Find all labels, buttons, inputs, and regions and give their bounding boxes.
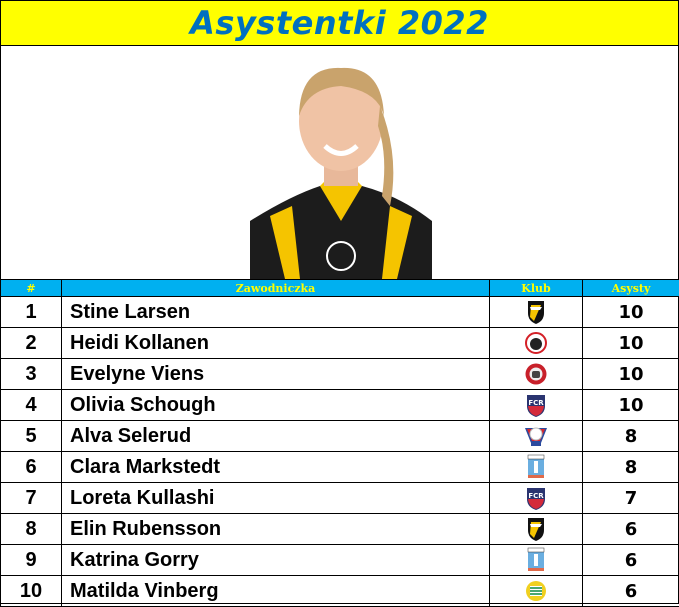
club-cell xyxy=(490,297,583,328)
page-title: Asystentki 2022 xyxy=(1,1,678,46)
assists-cell: 10 xyxy=(583,328,679,359)
assists-table: # Zawodniczka Klub Asysty 1 Stine Larsen… xyxy=(0,279,679,607)
rank-cell: 3 xyxy=(1,359,62,390)
assists-cell: 10 xyxy=(583,359,679,390)
assists-cell: 6 xyxy=(583,514,679,545)
vaxjo-crest-icon xyxy=(525,548,547,570)
table-row: 7 Loreta Kullashi FCR 7 xyxy=(1,483,679,514)
player-name: Clara Markstedt xyxy=(62,452,490,483)
assists-cell: 6 xyxy=(583,576,679,607)
rank-cell: 1 xyxy=(1,297,62,328)
rank-cell: 6 xyxy=(1,452,62,483)
vaxjo-crest-icon xyxy=(525,455,547,477)
table-row: 3 Evelyne Viens 10 xyxy=(1,359,679,390)
club-cell xyxy=(490,328,583,359)
svg-text:FCR: FCR xyxy=(528,492,544,500)
table-header: # Zawodniczka Klub Asysty xyxy=(1,280,679,297)
club-cell xyxy=(490,452,583,483)
player-name: Stine Larsen xyxy=(62,297,490,328)
club-cell xyxy=(490,545,583,576)
hammarby-crest-icon xyxy=(525,579,547,601)
hacken-crest-icon xyxy=(525,517,547,539)
linkoping-crest-icon xyxy=(525,424,547,446)
fc-rosengard-crest-icon: FCR xyxy=(525,486,547,508)
header-assists: Asysty xyxy=(583,280,679,297)
rank-cell: 4 xyxy=(1,390,62,421)
club-cell xyxy=(490,514,583,545)
table-row: 4 Olivia Schough FCR 10 xyxy=(1,390,679,421)
header-player: Zawodniczka xyxy=(62,280,490,297)
kif-orebro-crest-icon xyxy=(525,331,547,353)
player-name: Heidi Kollanen xyxy=(62,328,490,359)
header-club: Klub xyxy=(490,280,583,297)
club-cell: FCR xyxy=(490,390,583,421)
club-cell xyxy=(490,576,583,607)
club-cell xyxy=(490,421,583,452)
table-row: 8 Elin Rubensson 6 xyxy=(1,514,679,545)
assists-cell: 8 xyxy=(583,421,679,452)
player-name: Evelyne Viens xyxy=(62,359,490,390)
assists-cell: 8 xyxy=(583,452,679,483)
club-cell: FCR xyxy=(490,483,583,514)
player-name: Matilda Vinberg xyxy=(62,576,490,607)
player-name: Katrina Gorry xyxy=(62,545,490,576)
player-name: Loreta Kullashi xyxy=(62,483,490,514)
hacken-crest-icon xyxy=(525,300,547,322)
table-row: 5 Alva Selerud 8 xyxy=(1,421,679,452)
player-name: Alva Selerud xyxy=(62,421,490,452)
assists-cell: 7 xyxy=(583,483,679,514)
table-row: 6 Clara Markstedt 8 xyxy=(1,452,679,483)
rank-cell: 7 xyxy=(1,483,62,514)
rank-cell: 10 xyxy=(1,576,62,607)
table-row: 9 Katrina Gorry 6 xyxy=(1,545,679,576)
rank-cell: 5 xyxy=(1,421,62,452)
svg-text:FCR: FCR xyxy=(528,399,544,407)
player-photo xyxy=(250,46,432,279)
table-row: 2 Heidi Kollanen 10 xyxy=(1,328,679,359)
club-cell xyxy=(490,359,583,390)
assists-cell: 10 xyxy=(583,297,679,328)
table-row: 10 Matilda Vinberg 6 xyxy=(1,576,679,607)
table-row: 1 Stine Larsen 10 xyxy=(1,297,679,328)
player-name: Olivia Schough xyxy=(62,390,490,421)
rank-cell: 8 xyxy=(1,514,62,545)
rank-cell: 9 xyxy=(1,545,62,576)
assists-cell: 6 xyxy=(583,545,679,576)
header-rank: # xyxy=(1,280,62,297)
kristianstad-crest-icon xyxy=(525,362,547,384)
player-name: Elin Rubensson xyxy=(62,514,490,545)
photo-area xyxy=(1,46,678,279)
assists-cell: 10 xyxy=(583,390,679,421)
fc-rosengard-crest-icon: FCR xyxy=(525,393,547,415)
rank-cell: 2 xyxy=(1,328,62,359)
